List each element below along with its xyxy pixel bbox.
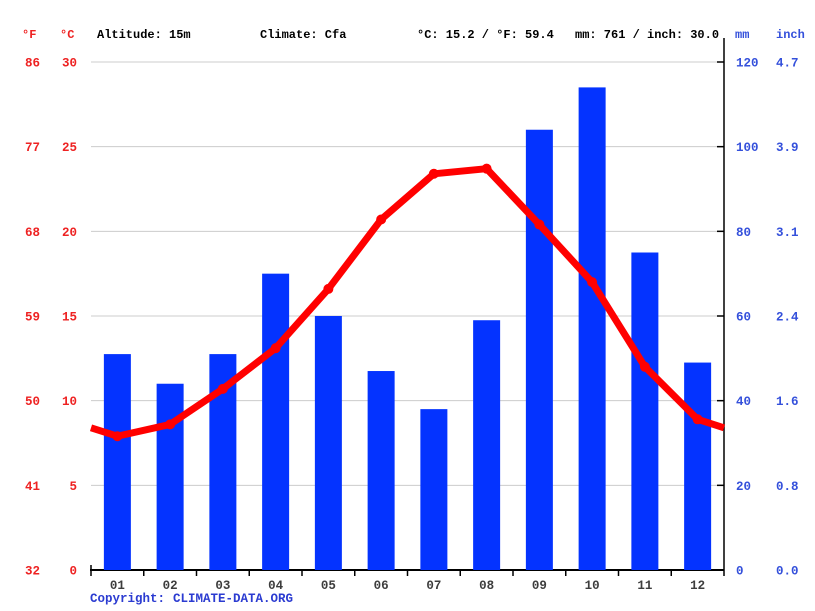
temperature-point-08 [481,163,492,174]
fahrenheit-tick-label: 32 [25,565,40,579]
celsius-tick-label: 30 [62,57,77,71]
month-label-09: 09 [532,579,547,593]
precipitation-bar-11 [631,252,659,570]
mm-tick-label: 20 [736,480,751,494]
temperature-point-12 [692,414,703,425]
celsius-tick-label: 20 [62,226,77,240]
celsius-tick-label: 15 [62,311,77,325]
temperature-point-02 [165,419,176,430]
fahrenheit-tick-label: 77 [25,141,40,155]
month-label-01: 01 [110,579,125,593]
precipitation-bar-02 [156,383,184,570]
temperature-point-07 [428,168,439,179]
precipitation-bar-06 [367,371,395,570]
altitude-label: Altitude: 15m [97,28,191,42]
precipitation-bar-07 [420,409,448,570]
mean-temperature-label: °C: 15.2 / °F: 59.4 [417,28,554,42]
precipitation-bar-10 [578,87,606,571]
mm-unit-label: mm [735,28,750,42]
mm-tick-label: 80 [736,226,751,240]
inch-tick-label: 4.7 [776,57,799,71]
precipitation-bar-09 [525,129,553,570]
celsius-tick-label: 0 [69,565,77,579]
temperature-point-09 [534,219,545,230]
mm-tick-label: 60 [736,311,751,325]
celsius-tick-label: 25 [62,141,77,155]
inch-tick-label: 3.9 [776,141,799,155]
mm-tick-label: 40 [736,395,751,409]
precipitation-bar-12 [684,362,712,570]
fahrenheit-tick-label: 59 [25,311,40,325]
temperature-point-01 [112,431,123,442]
temperature-point-11 [639,361,650,372]
temperature-point-03 [217,383,228,394]
temperature-point-04 [270,343,281,354]
inch-tick-label: 1.6 [776,395,799,409]
precipitation-bar-08 [473,320,501,570]
precipitation-bar-01 [103,354,131,570]
precipitation-bar-05 [314,316,342,570]
copyright-line: Copyright: CLIMATE-DATA.ORG [90,591,293,607]
temperature-line [89,165,726,440]
inch-tick-label: 0.8 [776,480,799,494]
inch-tick-label: 2.4 [776,311,799,325]
copyright-link[interactable]: CLIMATE-DATA.ORG [173,592,294,606]
temperature-point-10 [587,277,598,288]
fahrenheit-tick-label: 50 [25,395,40,409]
month-label-12: 12 [690,579,705,593]
month-label-02: 02 [163,579,178,593]
inch-tick-label: 0.0 [776,565,799,579]
temperature-point-06 [376,214,387,225]
copyright-label: Copyright: [90,592,166,606]
celsius-unit-label: °C [60,28,75,42]
fahrenheit-tick-label: 68 [25,226,40,240]
mm-tick-label: 100 [736,141,759,155]
month-label-11: 11 [637,579,652,593]
precipitation-bar-04 [262,273,290,570]
month-label-08: 08 [479,579,494,593]
fahrenheit-tick-label: 86 [25,57,40,71]
month-label-07: 07 [426,579,441,593]
mm-tick-label: 0 [736,565,744,579]
fahrenheit-unit-label: °F [22,28,37,42]
fahrenheit-tick-label: 41 [25,480,40,494]
total-precipitation-label: mm: 761 / inch: 30.0 [575,28,720,42]
temperature-point-05 [323,283,334,294]
celsius-tick-label: 10 [62,395,77,409]
month-label-03: 03 [215,579,230,593]
month-label-10: 10 [585,579,600,593]
inch-tick-label: 3.1 [776,226,799,240]
climate-classification-label: Climate: Cfa [260,28,347,42]
month-label-06: 06 [374,579,389,593]
celsius-tick-label: 5 [69,480,77,494]
month-label-05: 05 [321,579,336,593]
inch-unit-label: inch [776,28,805,42]
mm-tick-label: 120 [736,57,759,71]
month-label-04: 04 [268,579,284,593]
